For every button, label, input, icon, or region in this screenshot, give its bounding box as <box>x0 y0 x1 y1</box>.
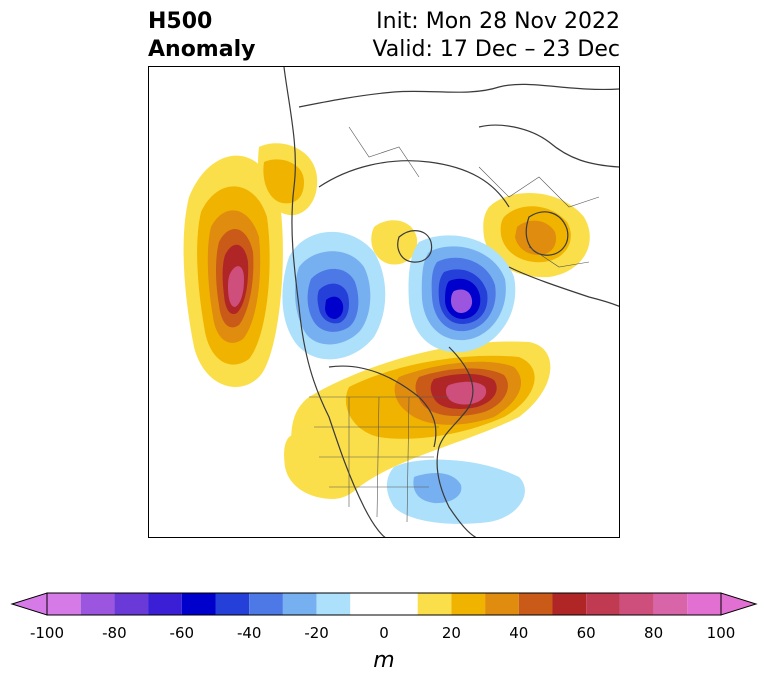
colorbar-bin-8 <box>316 593 351 615</box>
valid-range: Valid: 17 Dec – 23 Dec <box>372 37 620 62</box>
arctic-ridge <box>371 220 418 265</box>
colorbar-tick-label: -60 <box>169 624 195 642</box>
colorbar-bin-5 <box>215 593 250 615</box>
political-boundaries <box>309 126 600 523</box>
title-field-name: H500 <box>148 9 213 34</box>
colorbar-tick-label: 40 <box>509 624 529 642</box>
colorbar-bin-16 <box>619 593 654 615</box>
colorbar-tick-label: 100 <box>706 624 736 642</box>
colorbar-bin-3 <box>148 593 182 615</box>
colorbar-under-arrow <box>10 592 48 616</box>
n-canada-trough <box>282 231 386 360</box>
coastlines <box>283 67 619 537</box>
colorbar-tick-label: 60 <box>576 624 596 642</box>
colorbar-bin-6 <box>249 593 283 615</box>
siberia-trough <box>408 235 516 353</box>
se-us-trough <box>386 459 525 524</box>
anomaly-map <box>183 67 619 537</box>
colorbar-tick-label: 80 <box>644 624 664 642</box>
scandinavia-ridge <box>483 193 590 278</box>
colorbar-scale <box>10 592 758 616</box>
colorbar-tick-label: 0 <box>379 624 389 642</box>
colorbar-bin-2 <box>114 593 149 615</box>
title-left: H500 Anomaly <box>148 8 255 64</box>
colorbar-tick-label: 20 <box>441 624 461 642</box>
colorbar-frame <box>46 592 722 616</box>
colorbar-bin-7 <box>282 593 317 615</box>
map-panel <box>148 66 620 538</box>
colorbar-unit: m <box>373 648 395 673</box>
colorbar-bin-10 <box>417 593 452 615</box>
colorbar-tick-label: -80 <box>102 624 127 642</box>
colorbar <box>0 588 768 668</box>
colorbar-bin-11 <box>451 593 486 615</box>
colorbar-tick-label: -40 <box>236 624 262 642</box>
colorbar-tick-label: -20 <box>304 624 329 642</box>
western-us-ridge <box>284 428 368 499</box>
colorbar-bin-9 <box>350 593 418 615</box>
colorbar-bin-18 <box>687 593 721 615</box>
colorbar-bin-4 <box>181 593 216 615</box>
colorbar-bin-13 <box>518 593 553 615</box>
colorbar-bin-17 <box>653 593 688 615</box>
colorbar-bin-12 <box>485 593 519 615</box>
colorbar-tick-label: -100 <box>29 624 65 642</box>
ne-pacific-ridge <box>183 143 318 387</box>
init-date: Init: Mon 28 Nov 2022 <box>376 9 620 34</box>
colorbar-bin-0 <box>47 593 81 615</box>
colorbar-bin-14 <box>552 593 587 615</box>
title-right: Init: Mon 28 Nov 2022 Valid: 17 Dec – 23… <box>372 8 620 64</box>
title-field-type: Anomaly <box>148 37 256 62</box>
colorbar-over-arrow <box>720 592 758 616</box>
colorbar-bin-1 <box>80 593 115 615</box>
colorbar-bin-15 <box>586 593 620 615</box>
